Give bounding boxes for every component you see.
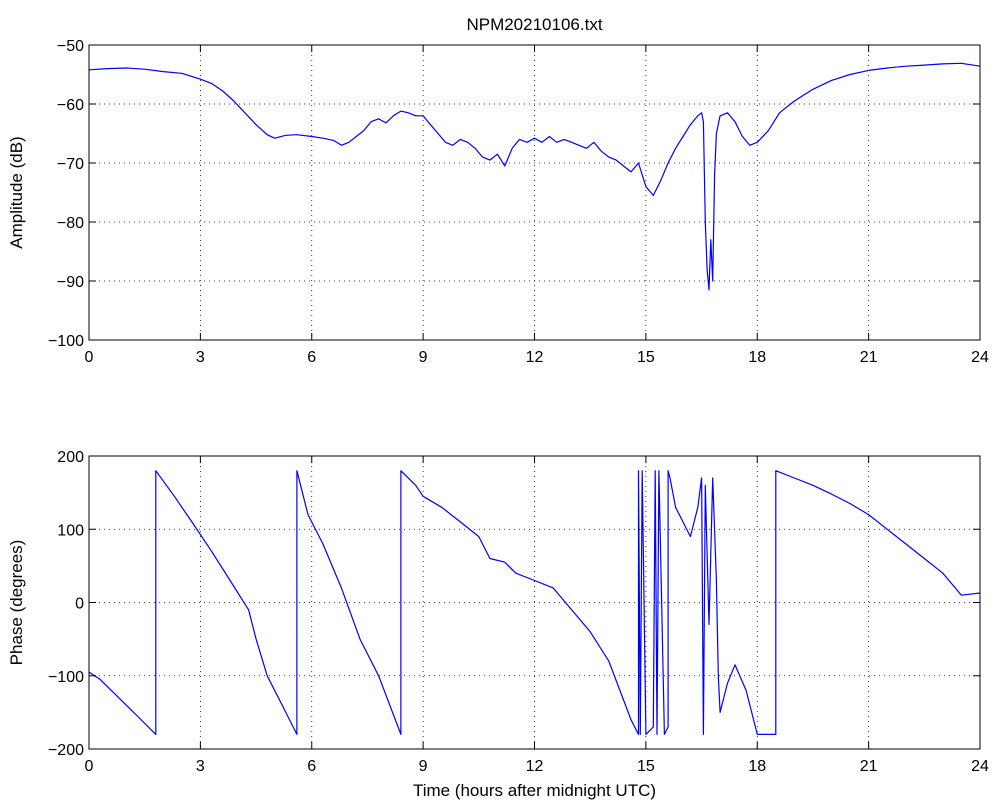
- phase-ytick-label: 100: [57, 522, 84, 539]
- phase-xtick-label: 21: [860, 758, 878, 775]
- amplitude-ytick-label: −70: [57, 156, 84, 173]
- amplitude-xtick-label: 3: [196, 349, 205, 366]
- amplitude-xtick-label: 18: [748, 349, 766, 366]
- amplitude-ytick-label: −50: [57, 38, 84, 55]
- phase-xtick-label: 6: [307, 758, 316, 775]
- phase-xtick-label: 9: [419, 758, 428, 775]
- phase-ytick-label: 0: [75, 596, 84, 613]
- amplitude-ytick-label: −90: [57, 274, 84, 291]
- amplitude-xtick-label: 15: [637, 349, 655, 366]
- time-xlabel: Time (hours after midnight UTC): [413, 781, 656, 800]
- phase-xtick-label: 24: [971, 758, 989, 775]
- amplitude-xtick-label: 0: [85, 349, 94, 366]
- amplitude-series-line: [88, 62, 981, 291]
- amplitude-ytick-label: −80: [57, 215, 84, 232]
- amplitude-xtick-label: 12: [526, 349, 544, 366]
- phase-panel: 0 3 6 9 12 15 18 21 24 200 100 0 −100 −200 Phase (deg…: [7, 449, 989, 800]
- phase-ytick-label: −100: [48, 669, 84, 686]
- amplitude-xtick-label: 9: [419, 349, 428, 366]
- amplitude-panel: 0 3 6 9 12 15 18 21 24 −50 −60 −70 −80 −90 −100 NPM202…: [7, 15, 989, 366]
- phase-ytick-label: −200: [48, 742, 84, 759]
- phase-grid: [89, 456, 980, 749]
- phase-ylabel: Phase (degrees): [7, 540, 26, 666]
- phase-xtick-label: 0: [85, 758, 94, 775]
- amplitude-series: [88, 62, 981, 291]
- chart-title: NPM20210106.txt: [466, 15, 602, 34]
- amplitude-xtick-label: 6: [307, 349, 316, 366]
- amplitude-ytick-label: −60: [57, 97, 84, 114]
- amplitude-xtick-label: 24: [971, 349, 989, 366]
- phase-series-line: [88, 470, 981, 736]
- phase-xtick-label: 3: [196, 758, 205, 775]
- phase-xtick-label: 15: [637, 758, 655, 775]
- amplitude-ytick-label: −100: [48, 333, 84, 350]
- amplitude-grid: [89, 45, 980, 340]
- phase-xtick-label: 18: [748, 758, 766, 775]
- phase-xtick-label: 12: [526, 758, 544, 775]
- amplitude-ticks: 0 3 6 9 12 15 18 21 24 −50 −60 −70 −80 −90 −100: [48, 38, 989, 366]
- phase-series: [88, 470, 981, 736]
- phase-ytick-label: 200: [57, 449, 84, 466]
- amplitude-xtick-label: 21: [860, 349, 878, 366]
- amplitude-ylabel: Amplitude (dB): [7, 136, 26, 248]
- phase-ticks: 0 3 6 9 12 15 18 21 24 200 100 0 −100 −200: [48, 449, 989, 775]
